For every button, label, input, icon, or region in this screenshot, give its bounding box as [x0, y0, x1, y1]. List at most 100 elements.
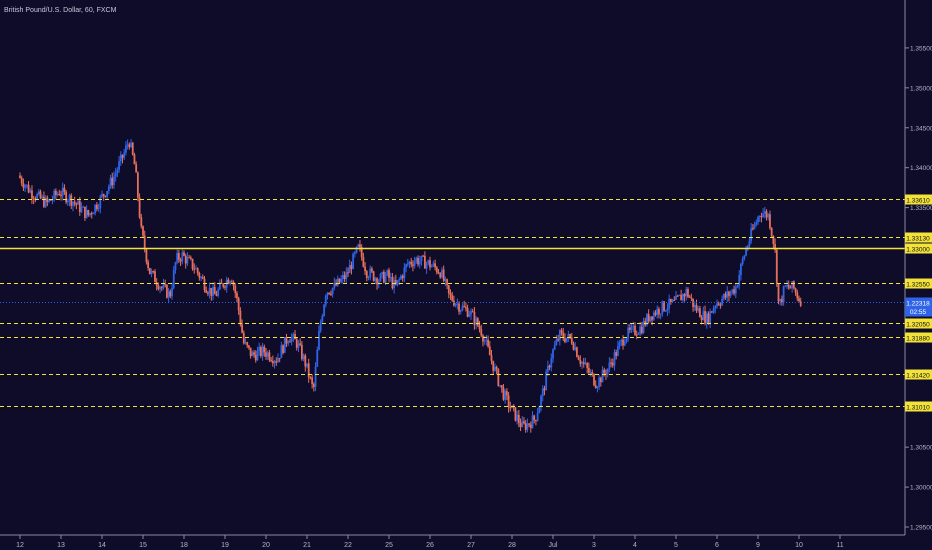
candle-body	[222, 283, 225, 287]
time-tick-label: 4	[633, 542, 637, 549]
candle-body	[234, 285, 237, 294]
level-label-box	[905, 278, 932, 289]
candle-body	[454, 304, 457, 306]
level-label-box	[905, 318, 932, 329]
level-label: 1.33610	[906, 197, 930, 204]
level-label-box	[905, 232, 932, 243]
candle-body	[646, 314, 648, 325]
candle-body	[113, 176, 115, 186]
candle-body	[166, 285, 168, 298]
candle-body	[627, 327, 630, 339]
candle-body	[425, 263, 428, 269]
candle-body	[82, 206, 85, 208]
level-label-box	[905, 194, 932, 205]
candle-body	[663, 301, 665, 311]
candle-body	[678, 294, 681, 296]
candle-body	[84, 206, 86, 218]
candle-body	[249, 347, 252, 357]
candle-body	[171, 287, 173, 297]
candle-body	[314, 366, 317, 387]
candle-body	[666, 308, 669, 311]
candle-body	[591, 372, 594, 374]
candle-body	[49, 199, 52, 201]
candle-body	[618, 342, 621, 346]
candle-body	[367, 277, 370, 279]
level-label: 1.33000	[906, 246, 930, 253]
candle-body	[200, 277, 202, 279]
candle-body	[145, 249, 148, 262]
candle-body	[343, 275, 346, 280]
candle-body	[270, 359, 273, 362]
candle-body	[138, 197, 141, 218]
candle-body	[499, 385, 501, 387]
candle-body	[516, 414, 519, 421]
candle-body	[61, 187, 64, 196]
candle-body	[680, 294, 683, 301]
candle-body	[46, 197, 49, 202]
candle-body	[287, 341, 290, 344]
candle-body	[282, 345, 284, 353]
candle-body	[92, 213, 95, 215]
candle-body	[779, 299, 782, 302]
candle-body	[87, 210, 90, 216]
candle-body	[418, 261, 421, 265]
candle-body	[300, 344, 303, 360]
candle-body	[422, 255, 425, 257]
candle-body	[398, 279, 401, 281]
candle-body	[519, 423, 522, 427]
candle-body	[128, 144, 131, 148]
candle-body	[186, 257, 189, 264]
candle-body	[524, 423, 527, 430]
time-tick-label: 10	[795, 542, 803, 549]
candle-body	[799, 301, 802, 306]
candle-body	[371, 268, 373, 272]
candle-body	[671, 299, 674, 303]
candle-body	[75, 203, 78, 205]
candle-body	[253, 352, 255, 355]
time-tick-label: 21	[303, 542, 311, 549]
time-tick-label: 19	[221, 542, 229, 549]
candle-body	[702, 311, 705, 321]
candle-body	[736, 285, 739, 288]
candle-body	[550, 358, 553, 368]
candle-body	[130, 142, 132, 148]
candle-body	[261, 346, 264, 356]
candle-body	[669, 298, 672, 303]
candle-body	[587, 367, 590, 373]
candle-body	[20, 178, 23, 184]
candle-body	[722, 293, 725, 299]
candle-body	[393, 279, 396, 289]
candle-body	[432, 263, 435, 266]
candle-body	[283, 336, 286, 353]
candle-body	[85, 210, 88, 218]
candle-body	[687, 289, 689, 297]
candle-body	[494, 366, 496, 371]
candle-body	[704, 311, 706, 324]
candle-body	[299, 343, 302, 345]
candle-body	[482, 335, 484, 342]
candle-body	[579, 359, 582, 364]
time-axis[interactable]: 12 13 14 15 18 19 20 21 22 25 26 27 28 Jul 3 4 5 6 9 10 11	[16, 535, 844, 549]
candle-body	[781, 299, 783, 303]
candle-body	[555, 339, 558, 345]
candle-body	[572, 343, 575, 350]
candle-body	[340, 278, 343, 283]
candle-body	[39, 191, 42, 199]
candle-body	[502, 387, 505, 400]
candle-body	[429, 260, 431, 268]
candle-body	[661, 301, 664, 314]
price-axis[interactable]: 1.35500 1.35000 1.34500 1.34000 1.33500 1.305…	[905, 45, 932, 532]
candle-body	[227, 279, 230, 284]
candle-body	[311, 377, 314, 385]
candle-body	[611, 362, 614, 366]
candle-body	[119, 154, 122, 162]
level-label: 1.31010	[906, 404, 930, 411]
candle-body	[574, 347, 577, 350]
candle-body	[19, 175, 21, 179]
candle-body	[664, 310, 667, 312]
candle-body	[207, 292, 209, 294]
candle-body	[181, 252, 184, 262]
candle-body	[521, 421, 524, 427]
candle-body	[451, 294, 454, 301]
